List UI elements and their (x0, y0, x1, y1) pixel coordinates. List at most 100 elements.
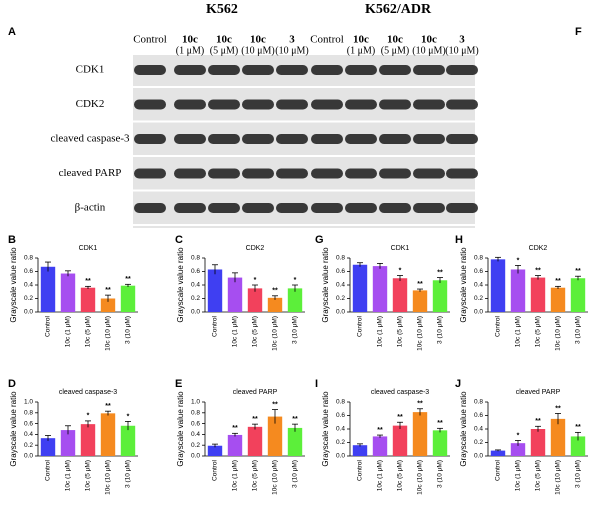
bar (530, 277, 546, 312)
blot-band (345, 99, 377, 110)
lane-dose: (5 μM) (210, 45, 238, 56)
lane-dose: (1 μM) (176, 45, 204, 56)
y-tick-label: 0.4 (336, 282, 345, 289)
bar (80, 287, 96, 312)
lane-dose: (10 μM) (275, 45, 308, 56)
y-tick-label: 0.8 (336, 255, 345, 262)
error-bar (437, 427, 443, 433)
y-axis-title: Grayscale value ratio (321, 247, 330, 323)
y-tick-label: 0.6 (336, 268, 345, 275)
error-bar (212, 443, 218, 448)
x-tick-label: 3 (10 μM) (292, 460, 299, 488)
y-tick-label: 0.4 (336, 426, 345, 433)
y-axis-title: Grayscale value ratio (459, 247, 468, 323)
blot-band (276, 134, 308, 144)
y-tick-label: 0.4 (24, 431, 33, 438)
error-bar (105, 410, 111, 416)
significance: ** (535, 418, 541, 425)
blot-band (208, 65, 240, 75)
significance: ** (272, 288, 278, 295)
bar (247, 426, 263, 456)
bar (490, 259, 506, 312)
y-tick-label: 0.8 (24, 255, 33, 262)
blot-band (134, 65, 166, 75)
x-tick-label: Control (45, 315, 52, 337)
panel-label: D (8, 378, 16, 390)
blot-band (276, 168, 308, 179)
y-tick-label: 0.2 (336, 439, 345, 446)
blot-band (379, 65, 411, 75)
chart-title: cleaved PARP (516, 389, 561, 396)
error-bar (575, 431, 581, 441)
x-tick-label: 10c (5 μM) (252, 316, 259, 347)
x-tick-label: 10c (10 μM) (272, 316, 279, 351)
y-tick-label: 0.8 (191, 255, 200, 262)
chart-title: CDK1 (391, 245, 410, 252)
significance: ** (105, 287, 111, 294)
y-tick-label: 0.4 (474, 282, 483, 289)
significance: ** (437, 269, 443, 276)
x-tick-label: 10c (1 μM) (65, 460, 72, 491)
y-tick-label: 0.2 (474, 439, 483, 446)
significance: ** (232, 425, 238, 432)
significance: ** (417, 401, 423, 408)
bar (207, 445, 223, 456)
y-tick-label: 0.0 (191, 453, 200, 460)
y-tick-label: 0.0 (336, 453, 345, 460)
y-tick-label: 0.0 (336, 309, 345, 316)
blot-band (413, 203, 445, 213)
lane-name: Control (310, 34, 344, 46)
blot-band (134, 99, 166, 110)
x-tick-label: 3 (10 μM) (292, 316, 299, 344)
significance: ** (105, 403, 111, 410)
error-bar (495, 256, 501, 262)
x-tick-label: Control (357, 315, 364, 337)
blot-band (276, 99, 308, 110)
blot-band (174, 134, 206, 144)
lane-name: 10c (353, 34, 369, 46)
significance: * (87, 413, 90, 420)
chart-title: cleaved caspase-3 (371, 389, 429, 396)
bar (100, 298, 116, 312)
blot-band (242, 203, 274, 213)
x-tick-label: 10c (10 μM) (417, 460, 424, 495)
significance: ** (292, 416, 298, 423)
blot-band (446, 134, 478, 144)
bar (120, 285, 136, 312)
significance: ** (377, 427, 383, 434)
bar (392, 425, 408, 456)
blot-band (174, 65, 206, 75)
panel-label: B (8, 234, 16, 246)
significance: ** (555, 405, 561, 412)
blot-band (379, 168, 411, 179)
y-tick-label: 0.8 (474, 399, 483, 406)
blot-band (134, 168, 166, 179)
blot-band (276, 203, 308, 213)
x-tick-label: 3 (10 μM) (125, 316, 132, 344)
x-tick-label: 10c (10 μM) (105, 316, 112, 351)
y-tick-label: 0.2 (24, 295, 33, 302)
y-tick-label: 0.6 (24, 420, 33, 427)
significance: ** (417, 281, 423, 288)
panel-label: C (175, 234, 183, 246)
protein-label: CDK1 (76, 64, 105, 76)
y-tick-label: 0.4 (474, 426, 483, 433)
panel-label: J (455, 378, 461, 390)
blot-band (208, 134, 240, 144)
bar (287, 427, 303, 456)
lane-dose: (10 μM) (445, 45, 478, 56)
y-tick-label: 0.0 (474, 453, 483, 460)
blot-band (379, 203, 411, 213)
blot-band (379, 99, 411, 110)
blot-band (242, 99, 274, 110)
lane-name: 3 (459, 34, 465, 46)
bar (287, 288, 303, 312)
x-tick-label: 10c (5 μM) (252, 460, 259, 491)
x-tick-label: 10c (10 μM) (105, 460, 112, 495)
y-axis-title: Grayscale value ratio (176, 391, 185, 467)
error-bar (357, 262, 363, 267)
error-bar (212, 264, 218, 275)
y-tick-label: 0.8 (474, 255, 483, 262)
x-tick-label: 10c (5 μM) (397, 460, 404, 491)
